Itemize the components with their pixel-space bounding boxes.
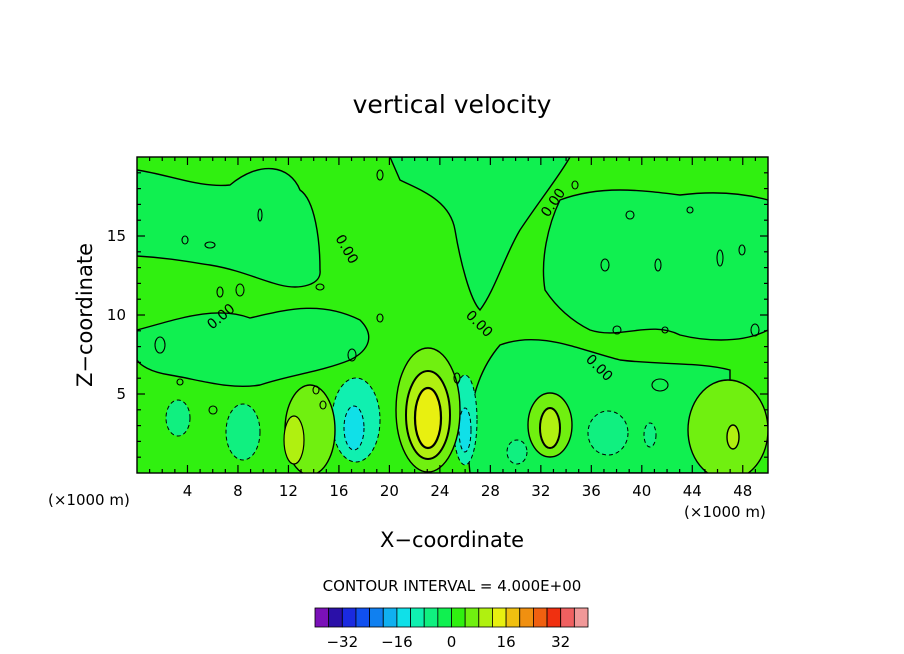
negative-cell-6 — [506, 439, 528, 465]
colorbar-tick-label: −16 — [381, 633, 413, 651]
x-tick-label: 28 — [481, 482, 500, 500]
colorbar-swatch — [492, 607, 507, 628]
colorbar-swatch — [396, 607, 411, 628]
x-tick-label: 8 — [233, 482, 243, 500]
colorbar-tick-label: −32 — [326, 633, 358, 651]
negative-cell-7 — [643, 422, 657, 448]
x-tick-label: 4 — [183, 482, 193, 500]
zero-region-center-top — [389, 157, 571, 312]
colorbar-swatch — [464, 607, 480, 628]
y-tick-label: 15 — [107, 227, 126, 245]
colorbar-swatch — [519, 607, 534, 628]
x-tick-label: 12 — [279, 482, 298, 500]
x-tick-label: 48 — [733, 482, 752, 500]
colorbar-swatch — [410, 607, 425, 628]
colorbar-swatch — [560, 607, 575, 628]
colorbar-swatch — [382, 607, 398, 628]
small-contour-islands — [154, 169, 760, 415]
colorbar-tick-label: 32 — [551, 633, 570, 651]
negative-cell-5 — [587, 410, 629, 456]
positive-cell-3-core — [539, 407, 561, 449]
colorbar-swatch — [369, 607, 384, 628]
colorbar-swatch — [478, 607, 493, 628]
colorbar-swatch — [451, 607, 466, 628]
z-unit-label: (×1000 m) — [48, 491, 130, 509]
x-tick-label: 20 — [380, 482, 399, 500]
positive-cell-2-inner — [413, 386, 443, 450]
colorbar-swatch — [505, 607, 521, 628]
colorbar-tick-label: 0 — [447, 633, 457, 651]
x-unit-label: (×1000 m) — [684, 503, 766, 521]
x-tick-label: 44 — [683, 482, 702, 500]
chart-title: vertical velocity — [353, 90, 552, 119]
negative-cell-1 — [165, 399, 191, 437]
contour-field — [137, 157, 768, 473]
x-axis-label: X−coordinate — [380, 528, 524, 552]
y-tick-label: 5 — [116, 385, 126, 403]
plot-area: 0.00 0.00 0.00 0.00 0.00 — [136, 156, 769, 474]
negative-cell-2 — [225, 403, 261, 461]
x-tick-label: 32 — [531, 482, 550, 500]
x-tick-label: 40 — [632, 482, 651, 500]
colorbar-swatch — [328, 607, 343, 628]
zero-region-upper-left — [137, 168, 321, 288]
colorbar-swatch — [355, 607, 371, 628]
y-axis-label: Z−coordinate — [73, 243, 97, 387]
zero-region-right — [542, 189, 768, 341]
y-tick-label: 10 — [107, 306, 126, 324]
colorbar-swatch — [533, 607, 548, 628]
colorbar-swatch — [341, 607, 357, 628]
colorbar-swatch — [437, 607, 452, 628]
colorbar-swatch — [314, 607, 330, 628]
positive-cell-1-core — [283, 415, 305, 465]
colorbar-swatch — [546, 607, 562, 628]
colorbar-tick-label: 16 — [497, 633, 516, 651]
positive-cell-4-core — [726, 424, 740, 450]
contour-interval-text: CONTOUR INTERVAL = 4.000E+00 — [323, 577, 582, 595]
x-tick-label: 36 — [582, 482, 601, 500]
negative-cell-3-core — [343, 405, 365, 451]
negative-cell-4-core — [458, 407, 472, 453]
x-tick-label: 16 — [329, 482, 348, 500]
positive-cell-4 — [687, 379, 768, 473]
colorbar-swatch — [423, 607, 439, 628]
colorbar: −32 −16 0 16 32 — [314, 607, 589, 651]
colorbar-swatch — [573, 607, 589, 628]
x-tick-label: 24 — [430, 482, 449, 500]
